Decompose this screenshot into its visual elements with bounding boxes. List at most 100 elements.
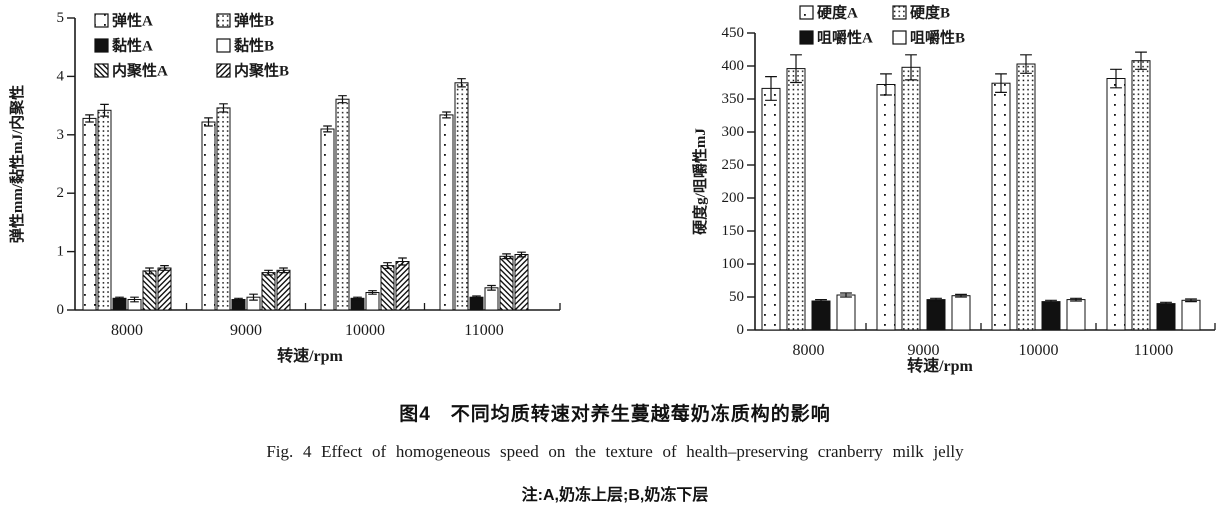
legend-label: 咀嚼性B (910, 29, 965, 47)
bar (142, 270, 157, 311)
error-bar (930, 297, 942, 302)
error-bar (1160, 301, 1172, 306)
legend-swatch (799, 30, 814, 45)
x-category-label: 10000 (1019, 342, 1059, 359)
error-bar (517, 251, 526, 258)
bar (991, 82, 1011, 331)
y-tick-label: 100 (722, 256, 745, 272)
bar (1131, 60, 1151, 331)
x-category-label: 8000 (793, 342, 825, 359)
x-category-label: 8000 (111, 322, 143, 339)
error-bar (1020, 54, 1032, 74)
error-bar (249, 293, 258, 301)
error-bar (338, 95, 347, 104)
bar (469, 296, 484, 311)
error-bar (279, 267, 288, 274)
legend-label: 硬度B (910, 4, 950, 22)
x-category-label: 10000 (345, 322, 385, 339)
bar (1066, 299, 1086, 331)
y-tick-label: 200 (722, 190, 745, 206)
legend-label: 黏性A (112, 37, 153, 55)
error-bar (1110, 68, 1122, 89)
y-axis-title: 硬度g/咀嚼性mJ (691, 128, 709, 235)
bar (1181, 299, 1201, 331)
bar (82, 117, 97, 311)
error-bar (815, 299, 827, 303)
legend-swatch (94, 13, 109, 28)
error-bar (765, 76, 777, 101)
bar (454, 82, 469, 311)
error-bar (160, 265, 169, 271)
bar (1106, 78, 1126, 331)
bar (876, 84, 896, 331)
error-bar (1135, 51, 1147, 70)
bar-chart-svg: 0 50 100 150 200 250 300 350 400 450 8000 9000 10000… (691, 4, 1216, 375)
error-bar (115, 296, 124, 301)
legend-label: 弹性A (112, 12, 153, 30)
legend-swatch (94, 38, 109, 53)
legend-label: 内聚性A (112, 62, 168, 80)
error-bar (955, 293, 967, 298)
error-bar (487, 284, 496, 291)
y-tick-label: 5 (57, 10, 65, 26)
bar (97, 109, 112, 311)
error-bar (85, 114, 94, 123)
error-bar (130, 296, 139, 303)
bar (484, 287, 499, 311)
legend-label: 硬度A (817, 4, 858, 22)
figure-caption-chinese: 图4 不同均质转速对养生蔓越莓奶冻质构的影响 (399, 404, 831, 425)
error-bar (472, 295, 481, 299)
error-bar (995, 73, 1007, 93)
legend-swatch (94, 63, 109, 78)
y-tick-label: 400 (722, 58, 745, 74)
y-tick-label: 4 (57, 68, 65, 84)
right-bar-chart-hardness: 0 50 100 150 200 250 300 350 400 450 8000 9000 10000… (690, 0, 1230, 397)
left-bar-chart-elasticity: 0 1 2 3 4 5 8000 9000 10000 11000 转速/rpm 弹性mm/黏性mJ/… (0, 0, 660, 397)
error-bar (219, 103, 228, 113)
y-tick-label: 300 (722, 124, 745, 140)
legend-label: 黏性B (234, 37, 274, 55)
legend-label: 咀嚼性A (817, 29, 873, 47)
error-bar (264, 269, 273, 276)
bar (439, 114, 454, 311)
error-bar (383, 262, 392, 270)
error-bar (880, 73, 892, 96)
error-bar (323, 125, 332, 133)
error-bar (398, 257, 407, 266)
x-category-label: 9000 (230, 322, 262, 339)
bar (216, 107, 231, 311)
bar-chart-svg: 0 1 2 3 4 5 8000 9000 10000 11000 转速/rpm 弹性mm/黏性mJ/… (8, 10, 561, 365)
x-category-label: 11000 (464, 322, 503, 339)
error-bar (145, 267, 154, 275)
figure-caption-english: Fig. 4 Effect of homogeneous speed on th… (266, 442, 964, 461)
error-bar (457, 78, 466, 88)
y-tick-label: 250 (722, 157, 745, 173)
y-tick-label: 0 (737, 322, 745, 338)
bar (951, 295, 971, 331)
error-bar (1185, 298, 1197, 303)
x-category-label: 11000 (1134, 342, 1173, 359)
y-tick-label: 350 (722, 91, 745, 107)
error-bar (204, 117, 213, 127)
bar (1041, 301, 1061, 331)
bar (1016, 63, 1036, 331)
legend-swatch (216, 63, 231, 78)
bar (276, 269, 291, 311)
bar (261, 272, 276, 311)
bar (1156, 303, 1176, 331)
error-bar (100, 103, 109, 117)
y-tick-label: 3 (57, 127, 65, 143)
legend-label: 弹性B (234, 12, 274, 30)
y-tick-label: 150 (722, 223, 745, 239)
bar (514, 254, 529, 311)
error-bar (1070, 297, 1082, 302)
legend-swatch (892, 5, 907, 20)
x-axis-title: 转速/rpm (907, 356, 973, 375)
bar (901, 66, 921, 331)
legend-swatch (216, 38, 231, 53)
x-axis-title: 转速/rpm (277, 346, 343, 365)
bar (380, 265, 395, 311)
x-category-label: 9000 (908, 342, 940, 359)
legend-swatch (216, 13, 231, 28)
